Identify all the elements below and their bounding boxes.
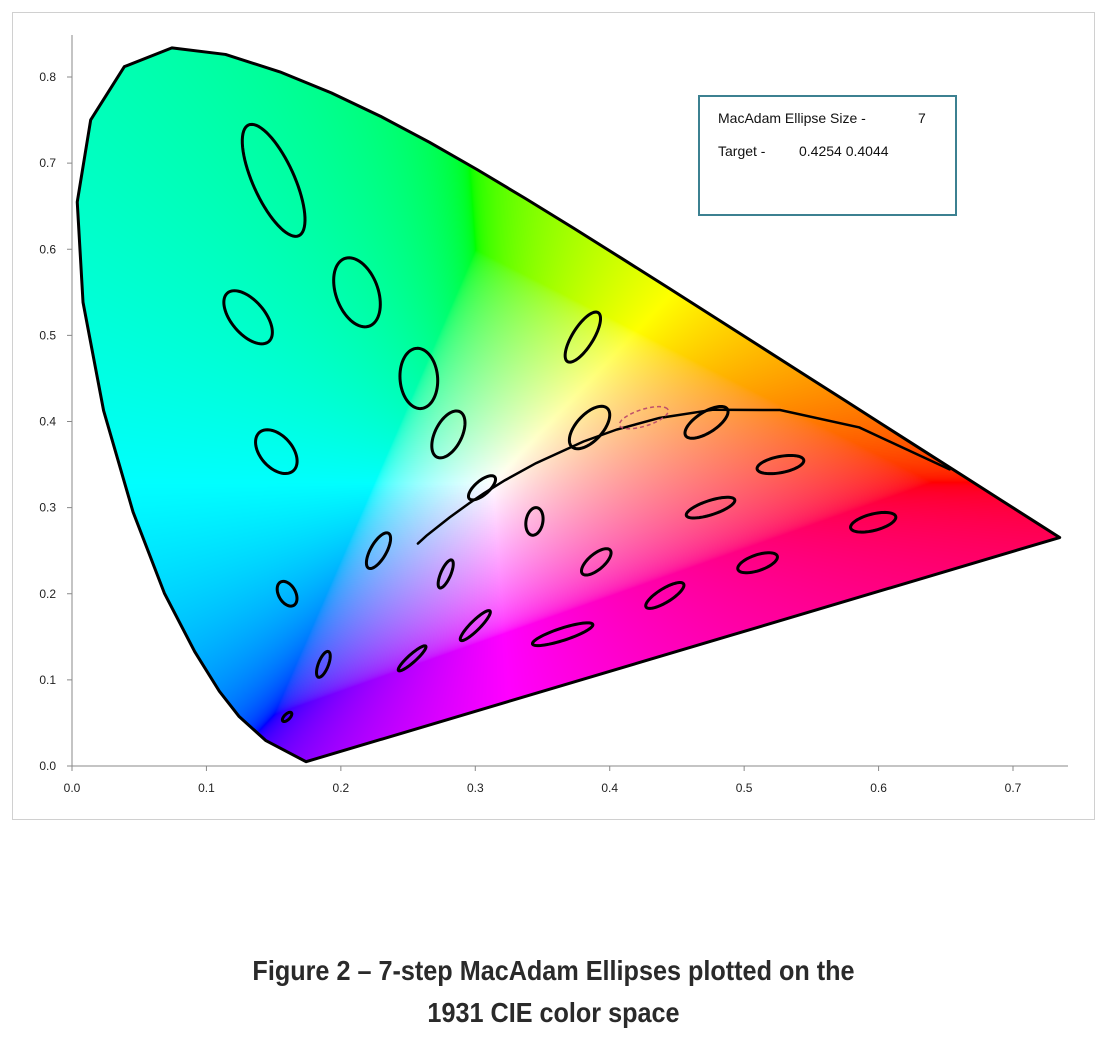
legend-target-label: Target - [718, 143, 766, 159]
x-tick-label: 0.0 [64, 781, 81, 795]
macadam-ellipse [396, 644, 428, 673]
cie-chart: 0.0 0.1 0.2 0.3 0.4 0.5 0.6 0.7 0.8 0.0 0.1 0.2 0.3 0… [39, 35, 1068, 795]
macadam-ellipse [222, 289, 274, 346]
y-tick-label: 0.8 [39, 70, 56, 84]
macadam-ellipse [436, 558, 455, 590]
target-ellipse [618, 405, 670, 430]
x-tick-label: 0.4 [601, 781, 618, 795]
x-tick-label: 0.1 [198, 781, 215, 795]
y-tick-label: 0.6 [39, 242, 56, 256]
legend-size-row: MacAdam Ellipse Size - 7 [718, 110, 926, 126]
legend-box: MacAdam Ellipse Size - 7 Target - 0.4254… [698, 95, 957, 216]
figure-caption: Figure 2 – 7-step MacAdam Ellipses plott… [0, 950, 1107, 1034]
legend-target-value: 0.4254 0.4044 [799, 143, 889, 159]
macadam-ellipse [530, 621, 595, 648]
macadam-ellipse [524, 506, 545, 537]
macadam-ellipse [398, 346, 440, 411]
y-tick-label: 0.5 [39, 328, 56, 342]
legend-size-value: 7 [918, 110, 926, 126]
macadam-ellipse [430, 409, 467, 460]
macadam-ellipse [364, 531, 393, 571]
x-tick-label: 0.6 [870, 781, 887, 795]
macadam-ellipse [736, 551, 779, 575]
spectral-locus [75, 46, 1062, 764]
macadam-ellipse [466, 474, 498, 502]
caption-line-1: Figure 2 – 7-step MacAdam Ellipses plott… [252, 955, 855, 986]
macadam-ellipse [240, 122, 307, 238]
macadam-ellipse [684, 495, 737, 520]
y-tick-label: 0.1 [39, 673, 56, 687]
macadam-ellipse [849, 510, 898, 534]
macadam-ellipse [315, 649, 332, 679]
y-tick-label: 0.3 [39, 501, 56, 515]
legend-target-row: Target - 0.4254 0.4044 [718, 143, 889, 159]
macadam-ellipse [275, 579, 299, 608]
macadam-ellipse [755, 453, 806, 476]
x-tick-label: 0.5 [736, 781, 753, 795]
y-tick-label: 0.4 [39, 415, 56, 429]
macadam-ellipse [254, 428, 299, 476]
planckian-locus [416, 408, 951, 545]
x-tick-label: 0.7 [1005, 781, 1022, 795]
y-tick-label: 0.2 [39, 587, 56, 601]
x-tick-label: 0.2 [333, 781, 350, 795]
y-tick-label: 0.7 [39, 156, 56, 170]
y-tick-label: 0.0 [39, 759, 56, 773]
legend-size-label: MacAdam Ellipse Size - [718, 110, 866, 126]
caption-line-2: 1931 CIE color space [427, 997, 680, 1028]
macadam-ellipse [280, 710, 294, 724]
x-tick-label: 0.3 [467, 781, 484, 795]
macadam-ellipse [644, 581, 686, 610]
macadam-ellipse [458, 609, 492, 643]
macadam-ellipse [683, 404, 730, 440]
macadam-ellipse [567, 404, 612, 451]
macadam-ellipse [332, 256, 382, 329]
macadam-ellipse [563, 310, 603, 364]
macadam-ellipse [579, 547, 613, 577]
